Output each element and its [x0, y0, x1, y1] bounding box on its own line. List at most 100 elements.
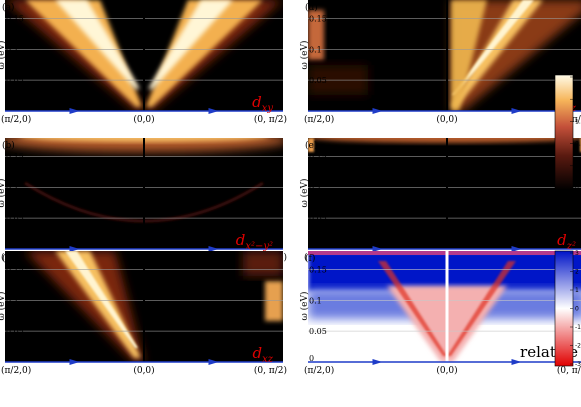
- y-tick-label: 0.1: [309, 183, 322, 192]
- y-tick-label: 0.05: [6, 76, 24, 85]
- colorbar-tick: 1: [575, 287, 579, 294]
- orbital-label: dxz: [252, 344, 273, 365]
- colorbars: 2 1.6 1.2 0.8 0.4 0 3 2 1 0 -1 -2 -3: [554, 74, 581, 368]
- k-axis-arrow: [511, 246, 522, 252]
- k-axis-arrow: [208, 108, 219, 114]
- y-tick-label: 0: [6, 241, 11, 250]
- colorbar-tick: -1: [575, 324, 581, 331]
- y-tick-label: 0.15: [6, 15, 24, 24]
- x-tick-label: (π/2,0): [304, 365, 334, 376]
- y-axis-label: ω (eV): [0, 291, 7, 320]
- panel-c: 0.15 0.1 0.05 0 ω (eV) (π/2,0) (0,0) (0, π/2) (c…: [0, 251, 287, 376]
- colorbar-tick: -2: [575, 343, 581, 350]
- colorbar-hot: 2 1.6 1.2 0.8 0.4 0: [554, 74, 581, 192]
- k-axis: [5, 359, 283, 365]
- colorbar-tick: -3: [575, 361, 581, 368]
- spectral-map: [5, 0, 283, 111]
- y-tick-label: 0: [6, 354, 11, 363]
- x-tick-label: (π/2,0): [1, 365, 31, 376]
- y-tick-label: 0.15: [6, 266, 24, 275]
- x-tick-label: (0,0): [133, 365, 154, 376]
- panel-a: 0.15 0.1 0.05 0 ω (eV) (π/2,0) (0,0) (0, π/2) (a…: [0, 0, 287, 125]
- x-tick-label: (0,0): [436, 114, 457, 125]
- orbital-label: dxy: [252, 93, 273, 114]
- y-tick-label: 0.1: [6, 296, 19, 305]
- k-axis-arrow: [208, 359, 219, 365]
- y-axis-label: ω (eV): [299, 291, 310, 320]
- x-tick-label: (0, π/2): [254, 365, 287, 376]
- colorbar-tick: 2: [575, 74, 579, 81]
- y-axis-label: ω (eV): [299, 178, 310, 207]
- panel-letter: (e): [305, 140, 317, 151]
- y-axis-label: ω (eV): [0, 178, 7, 207]
- orbital-label: dx²−y²: [236, 231, 273, 252]
- spectral-map: [308, 0, 581, 111]
- colorbar-tick: 0.4: [575, 163, 581, 170]
- x-tick-label: (0, π/2): [254, 114, 287, 125]
- panel-letter: (c): [2, 253, 14, 264]
- k-axis-arrow: [208, 246, 219, 252]
- k-axis-arrow: [372, 359, 383, 365]
- y-tick-label: 0: [309, 103, 314, 112]
- k-axis-arrow: [372, 108, 383, 114]
- x-tick-label: (0,0): [436, 365, 457, 376]
- k-axis: [308, 246, 581, 252]
- k-axis-arrow: [511, 359, 522, 365]
- k-axis-arrow: [372, 246, 383, 252]
- spectral-map: [5, 138, 283, 249]
- orbital-label: dz²: [557, 231, 576, 252]
- y-tick-label: 0.1: [309, 296, 322, 305]
- spectral-map: [5, 251, 283, 362]
- y-tick-label: 0: [6, 103, 11, 112]
- k-axis-arrow: [69, 246, 80, 252]
- spectral-map: [308, 138, 581, 249]
- panel-letter: (d): [305, 2, 318, 13]
- colorbar-tick: 0: [575, 185, 579, 192]
- k-axis: [5, 246, 283, 252]
- y-tick-label: 0.05: [6, 214, 24, 223]
- y-tick-label: 0: [309, 354, 314, 363]
- colorbar-tick: 0.8: [575, 141, 581, 148]
- k-axis-arrow: [69, 108, 80, 114]
- y-axis-label: ω (eV): [299, 40, 310, 69]
- colorbar-tick: 2: [575, 269, 579, 276]
- y-tick-label: 0.05: [6, 327, 24, 336]
- colorbar-tick: 1.6: [575, 96, 581, 103]
- x-tick-label: (π/2,0): [1, 114, 31, 125]
- y-tick-label: 0: [309, 241, 314, 250]
- colorbar-tick: 3: [575, 250, 579, 257]
- y-tick-label: 0.05: [309, 327, 327, 336]
- panel-letter: (f): [305, 253, 315, 264]
- y-axis-label: ω (eV): [0, 40, 7, 69]
- panels: 0.15 0.1 0.05 0 ω (eV) (π/2,0) (0,0) (0, π/2) (a…: [0, 0, 581, 376]
- y-tick-label: 0.1: [309, 45, 322, 54]
- colorbar-tick: 1.2: [575, 118, 581, 125]
- y-tick-label: 0.15: [6, 153, 24, 162]
- k-axis-arrow: [511, 108, 522, 114]
- y-tick-label: 0.15: [309, 153, 327, 162]
- k-axis: [308, 108, 581, 114]
- y-tick-label: 0.15: [309, 15, 327, 24]
- x-tick-label: (π/2,0): [304, 114, 334, 125]
- y-tick-label: 0.15: [309, 266, 327, 275]
- colorbar-gradient: [554, 74, 574, 191]
- y-tick-label: 0.1: [6, 45, 19, 54]
- colorbar-tick: 0: [575, 306, 579, 313]
- panel-letter: (b): [2, 140, 15, 151]
- k-axis: [308, 359, 581, 365]
- spectral-map: [308, 251, 581, 362]
- colorbar-bwr: 3 2 1 0 -1 -2 -3: [554, 250, 581, 368]
- y-tick-label: 0.05: [309, 76, 327, 85]
- k-axis: [5, 108, 283, 114]
- k-axis-arrow: [69, 359, 80, 365]
- y-tick-label: 0.1: [6, 183, 19, 192]
- panel-f: 0.15 0.1 0.05 0 ω (eV) (π/2,0) (0,0) (0, π/2) (f…: [299, 251, 581, 376]
- panel-letter: (a): [2, 2, 14, 13]
- x-tick-label: (0,0): [133, 114, 154, 125]
- y-tick-label: 0.05: [309, 214, 327, 223]
- x-tick-label: (0, π/2): [557, 365, 581, 376]
